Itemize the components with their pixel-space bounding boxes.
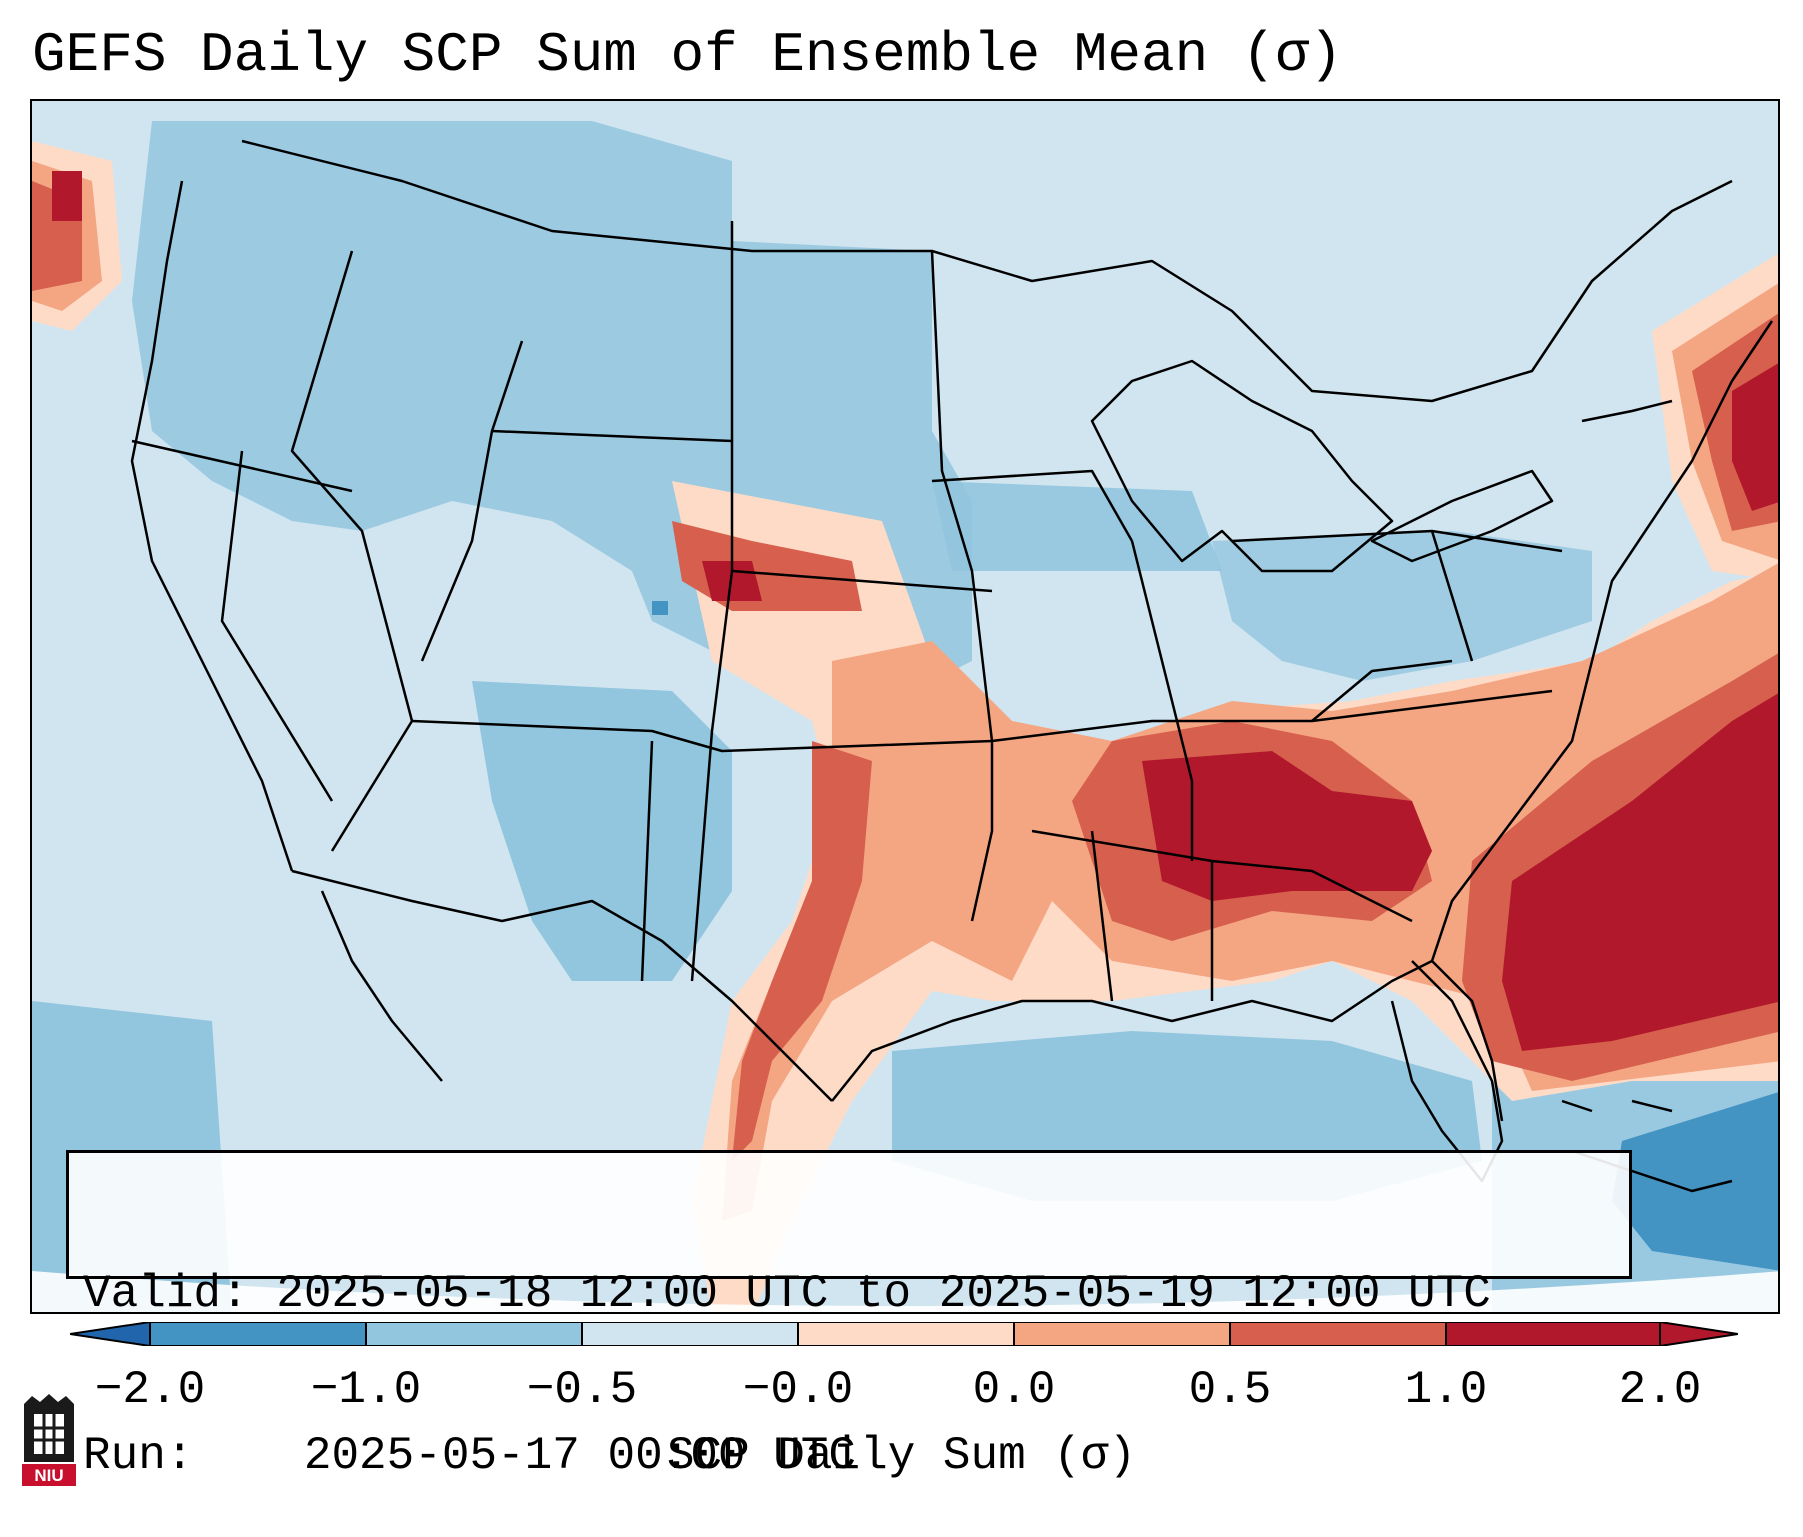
colorbar-segment-1 — [150, 1322, 366, 1346]
valid-value: 2025-05-18 12:00 UTC to 2025-05-19 12:00… — [276, 1268, 1491, 1320]
strong-negative-region — [1612, 1092, 1778, 1271]
colorbar-ticks — [149, 1322, 1661, 1346]
run-label: Run: — [83, 1430, 194, 1482]
colorbar-tick-label: −2.0 — [94, 1364, 206, 1416]
colorbar-extend-low — [70, 1322, 150, 1346]
run-value: 2025-05-17 00:00 UTC — [303, 1430, 856, 1482]
map-panel — [30, 99, 1780, 1314]
valid-row: Valid: 2025-05-18 12:00 UTC to 2025-05-1… — [83, 1267, 1615, 1321]
colorbar-segment-5 — [1014, 1322, 1230, 1346]
colorbar — [70, 1322, 1738, 1346]
colorbar-segment-2 — [366, 1322, 582, 1346]
colorbar-segment-7 — [1446, 1322, 1660, 1346]
colorbar-tick-label: 0.5 — [1188, 1364, 1272, 1416]
colorbar-tick-label: 0.0 — [972, 1364, 1056, 1416]
borders — [130, 139, 1774, 1193]
colorbar-tick-label: −1.0 — [310, 1364, 422, 1416]
valid-run-info-box: Valid: 2025-05-18 12:00 UTC to 2025-05-1… — [66, 1150, 1632, 1482]
colorbar-tick-label: 2.0 — [1618, 1364, 1702, 1416]
colorbar-segment-6 — [1230, 1322, 1446, 1346]
extreme-positive-regions — [52, 171, 1778, 1051]
logo-text: NIU — [34, 1466, 63, 1485]
colorbar-segment-3 — [582, 1322, 798, 1346]
niu-logo: NIU — [22, 1394, 76, 1486]
strong-negative-cell — [652, 601, 668, 615]
colorbar-segment-4 — [798, 1322, 1014, 1346]
domain-edge — [32, 1271, 1778, 1312]
colorbar-tick-label: 1.0 — [1404, 1364, 1488, 1416]
valid-label: Valid: — [83, 1268, 249, 1320]
map-title: GEFS Daily SCP Sum of Ensemble Mean (σ) — [32, 23, 1343, 87]
scp-map — [32, 101, 1778, 1312]
colorbar-tick-label: −0.5 — [526, 1364, 638, 1416]
run-row: Run: 2025-05-17 00:00 UTC — [83, 1429, 1615, 1483]
colorbar-label: SCP Daily Sum (σ) — [666, 1430, 1137, 1482]
colorbar-tick-label: −0.0 — [742, 1364, 854, 1416]
colorbar-extend-high — [1660, 1322, 1738, 1346]
